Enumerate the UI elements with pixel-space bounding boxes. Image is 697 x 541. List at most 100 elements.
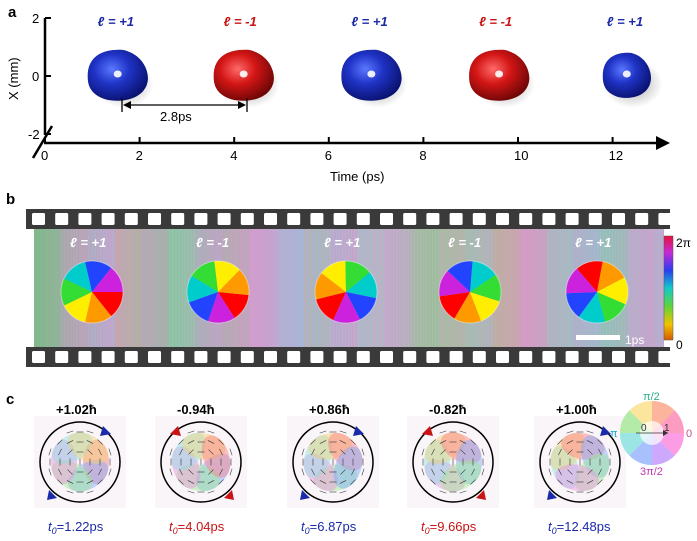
- oam-value-label: -0.94ħ: [177, 402, 215, 417]
- wheel-right-label: 0: [686, 428, 692, 440]
- frame-oam-label: ℓ = +1: [324, 235, 360, 250]
- pulse-oam-label: ℓ = -1: [224, 14, 257, 29]
- pulse-oam-label: ℓ = +1: [607, 14, 643, 29]
- period-arrowhead-left: [123, 101, 131, 109]
- frame-oam-label: ℓ = -1: [196, 235, 229, 250]
- peak-time-label: t0=4.04ps: [169, 519, 225, 536]
- sprocket-hole: [194, 213, 208, 225]
- pulse-blob: [602, 52, 663, 108]
- peak-time-label: t0=1.22ps: [48, 519, 104, 536]
- sprocket-hole: [78, 351, 92, 363]
- oam-value-label: +0.86ħ: [309, 402, 350, 417]
- frame-oam-label: ℓ = +1: [575, 235, 611, 250]
- sprocket-hole: [403, 351, 417, 363]
- wheel-center-left-label: 0: [641, 423, 647, 434]
- sprocket-hole: [472, 351, 486, 363]
- peak-time-label: t0=6.87ps: [301, 519, 357, 536]
- sprocket-hole: [403, 213, 417, 225]
- x-tick-label: 2: [136, 148, 143, 163]
- rotation-direction-arrow: [170, 426, 181, 436]
- wheel-center-right-label: 1: [664, 423, 670, 434]
- rotation-direction-arrow: [476, 490, 486, 500]
- sprocket-hole: [542, 213, 556, 225]
- sprocket-hole: [333, 351, 347, 363]
- rotation-direction-arrow: [547, 490, 557, 500]
- oam-value-label: -0.82ħ: [429, 402, 467, 417]
- x-tick-label: 12: [609, 148, 623, 163]
- sprocket-hole: [148, 351, 161, 363]
- sprocket-hole: [171, 351, 185, 363]
- x-axis-arrowhead: [656, 136, 670, 150]
- x-axis-label: Time (ps): [330, 169, 384, 184]
- sprocket-hole: [380, 213, 393, 225]
- oam-mode-map: [155, 416, 247, 508]
- pulse-oam-label: ℓ = +1: [351, 14, 387, 29]
- rotation-direction-arrow: [47, 490, 57, 500]
- rotation-direction-arrow: [353, 426, 364, 436]
- sprocket-hole: [264, 213, 277, 225]
- sprocket-hole: [426, 213, 440, 225]
- sprocket-hole: [519, 351, 533, 363]
- sprocket-hole: [635, 213, 649, 225]
- colorbar-min-label: 0: [676, 338, 683, 352]
- sprocket-hole: [542, 351, 556, 363]
- sprocket-hole: [565, 351, 579, 363]
- pulse-blob: [213, 49, 280, 108]
- sprocket-hole: [55, 213, 69, 225]
- sprocket-hole: [658, 213, 672, 225]
- sprocket-hole: [194, 351, 208, 363]
- sprocket-hole: [472, 213, 486, 225]
- x-tick-label: 8: [419, 148, 426, 163]
- oam-value-label: +1.00ħ: [556, 402, 597, 417]
- sprocket-hole: [588, 213, 602, 225]
- sprocket-hole: [148, 213, 161, 225]
- rotation-direction-arrow: [224, 490, 234, 500]
- scale-bar: [576, 335, 620, 340]
- sprocket-hole: [356, 213, 370, 225]
- oam-mode-map: [287, 416, 379, 508]
- sprocket-hole: [380, 351, 393, 363]
- oam-mode-map: [407, 416, 499, 508]
- phase-vortex-disc: [438, 260, 502, 324]
- axis-break: [31, 125, 54, 159]
- oam-value-label: +1.02ħ: [56, 402, 97, 417]
- sprocket-hole: [124, 213, 138, 225]
- frame-oam-label: ℓ = +1: [70, 235, 106, 250]
- oam-mode-map: [34, 416, 126, 508]
- wheel-left-label: π: [610, 428, 618, 440]
- panel-b-label: b: [6, 191, 15, 208]
- frame-oam-label: ℓ = -1: [448, 235, 481, 250]
- sprocket-hole: [612, 213, 625, 225]
- sprocket-hole: [588, 351, 602, 363]
- panel-c-label: c: [6, 391, 14, 408]
- sprocket-hole: [55, 351, 69, 363]
- sprocket-hole: [287, 351, 301, 363]
- sprocket-hole: [101, 213, 115, 225]
- sprocket-hole: [240, 351, 254, 363]
- pulse-oam-label: ℓ = -1: [479, 14, 512, 29]
- rotation-direction-arrow: [300, 490, 310, 500]
- sprocket-hole: [287, 213, 301, 225]
- pulse-blob: [87, 49, 154, 108]
- sprocket-hole: [78, 213, 92, 225]
- sprocket-hole: [171, 213, 185, 225]
- y-tick-label: 0: [32, 69, 39, 84]
- pulse-blob: [469, 49, 536, 108]
- sprocket-hole: [426, 351, 440, 363]
- y-tick-label: 2: [32, 11, 39, 26]
- oam-mode-map: [534, 416, 626, 508]
- peak-time-label: t0=12.48ps: [548, 519, 611, 536]
- x-tick-label: 0: [41, 148, 48, 163]
- y-axis-label: X (mm): [6, 57, 21, 100]
- phase-vortex-disc: [60, 260, 124, 324]
- sprocket-hole: [333, 213, 347, 225]
- wheel-bottom-label: 3π/2: [640, 466, 663, 478]
- sprocket-hole: [310, 213, 324, 225]
- sprocket-hole: [217, 213, 231, 225]
- rotation-direction-arrow: [100, 426, 111, 436]
- phase-colorbar: [663, 235, 674, 341]
- sprocket-hole: [496, 351, 509, 363]
- sprocket-hole: [612, 351, 625, 363]
- film-strip-bottom-band: [26, 347, 670, 367]
